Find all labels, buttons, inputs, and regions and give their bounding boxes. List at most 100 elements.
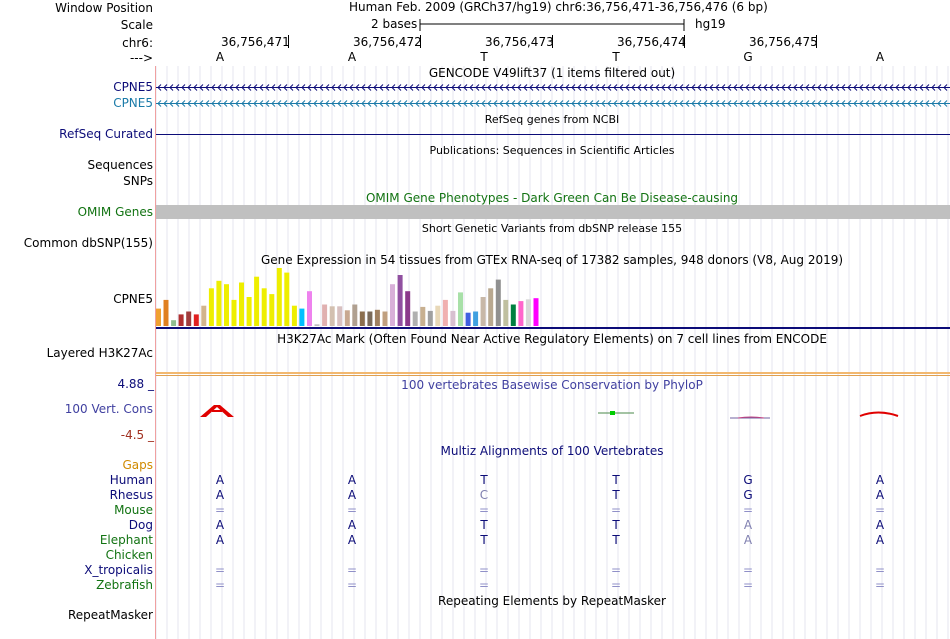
multiz-species-label[interactable]: Rhesus: [109, 488, 153, 502]
scale-bases: 2 bases: [371, 17, 418, 31]
omim-track-label[interactable]: OMIM Genes: [77, 205, 153, 219]
gtex-expression-chart[interactable]: [156, 268, 950, 330]
gencode-gene-features[interactable]: [156, 80, 950, 110]
multiz-base: G: [743, 488, 753, 502]
gtex-tissue-bar[interactable]: [208, 288, 214, 326]
gtex-tissue-bar[interactable]: [291, 305, 297, 326]
gtex-tissue-bar[interactable]: [269, 294, 275, 326]
phylop-track-label[interactable]: 100 Vert. Cons: [64, 402, 153, 416]
gtex-tissue-bar[interactable]: [276, 268, 282, 326]
gtex-tissue-bar[interactable]: [359, 311, 365, 327]
gtex-tissue-bar[interactable]: [518, 301, 524, 326]
gtex-tissue-bar[interactable]: [261, 288, 267, 326]
gtex-tissue-bar[interactable]: [246, 297, 252, 326]
gtex-tissue-bar[interactable]: [420, 306, 426, 326]
gtex-track-label[interactable]: CPNE5: [113, 292, 153, 306]
refseq-track-label[interactable]: RefSeq Curated: [59, 127, 153, 141]
sequence-base: T: [480, 50, 488, 64]
sequence-base: A: [875, 50, 885, 64]
gtex-tissue-bar[interactable]: [171, 320, 177, 326]
sequence-base: G: [743, 50, 753, 64]
snps-label: SNPs: [123, 174, 153, 188]
gtex-tissue-bar[interactable]: [178, 314, 184, 326]
multiz-species-label[interactable]: Elephant: [99, 533, 153, 547]
publications-track-title: Publications: Sequences in Scientific Ar…: [429, 144, 675, 157]
gtex-tissue-bar[interactable]: [299, 308, 305, 326]
multiz-base: A: [215, 488, 225, 502]
gtex-tissue-bar[interactable]: [193, 314, 199, 326]
gtex-tissue-bar[interactable]: [329, 306, 335, 326]
multiz-base: T: [480, 533, 488, 547]
gtex-tissue-bar[interactable]: [405, 291, 411, 326]
gtex-tissue-bar[interactable]: [216, 280, 222, 326]
gtex-tissue-bar[interactable]: [231, 299, 237, 326]
omim-phenotype-bar[interactable]: [156, 205, 950, 219]
gtex-tissue-bar[interactable]: [435, 305, 441, 326]
sequence-base: A: [347, 50, 357, 64]
repeatmasker-track-title: Repeating Elements by RepeatMasker: [438, 594, 666, 608]
gtex-tissue-bar[interactable]: [450, 310, 456, 326]
h3k27ac-track-label[interactable]: Layered H3K27Ac: [46, 346, 153, 360]
multiz-base: A: [875, 488, 885, 502]
gtex-tissue-bar[interactable]: [239, 282, 244, 327]
publications-track-label[interactable]: Sequences: [87, 158, 153, 172]
gencode-item-label[interactable]: CPNE5: [113, 80, 153, 94]
gtex-tissue-bar[interactable]: [503, 299, 509, 326]
refseq-gene-line[interactable]: [156, 134, 950, 135]
multiz-species-label[interactable]: Human: [109, 473, 153, 487]
multiz-species-label[interactable]: Zebrafish: [96, 578, 153, 592]
phylop-min-value: -4.5 _: [120, 428, 154, 442]
multiz-species-label[interactable]: Dog: [128, 518, 153, 532]
multiz-species-label[interactable]: Mouse: [114, 503, 153, 517]
multiz-base: A: [215, 473, 225, 487]
h3k27ac-signal-line: [156, 372, 950, 374]
gtex-tissue-bar[interactable]: [186, 311, 192, 327]
gtex-tissue-bar[interactable]: [525, 299, 531, 326]
phylop-conservation-plot[interactable]: [156, 398, 950, 428]
gtex-tissue-bar[interactable]: [533, 298, 539, 326]
gtex-tissue-bar[interactable]: [510, 304, 516, 327]
gtex-tissue-bar[interactable]: [382, 311, 388, 327]
multiz-base: G: [743, 473, 753, 487]
gtex-tissue-bar[interactable]: [412, 311, 418, 327]
gtex-tissue-bar[interactable]: [314, 324, 320, 326]
phylop-mark-t-point: [610, 411, 615, 415]
ruler-tick: [816, 35, 817, 48]
gtex-tissue-bar[interactable]: [344, 310, 350, 326]
multiz-species-label[interactable]: Chicken: [105, 548, 153, 562]
gtex-tissue-bar[interactable]: [307, 291, 312, 326]
gtex-tissue-bar[interactable]: [397, 275, 403, 326]
gtex-tissue-bar[interactable]: [254, 276, 260, 326]
gtex-tissue-bar[interactable]: [465, 312, 471, 326]
gtex-tissue-bar[interactable]: [390, 284, 395, 326]
gtex-tissue-bar[interactable]: [495, 279, 501, 326]
multiz-base: =: [214, 563, 226, 577]
phylop-track-title: 100 vertebrates Basewise Conservation by…: [401, 378, 703, 392]
gtex-tissue-bar[interactable]: [480, 297, 486, 326]
multiz-species-label[interactable]: X_tropicalis: [84, 563, 153, 577]
gtex-tissue-bar[interactable]: [284, 272, 290, 326]
dbsnp-track-label[interactable]: Common dbSNP(155): [23, 236, 153, 250]
gtex-tissue-bar[interactable]: [374, 309, 380, 326]
scale-assembly: hg19: [695, 17, 726, 31]
gtex-tissue-bar[interactable]: [224, 284, 229, 326]
phylop-peak-a: [200, 405, 234, 417]
gtex-tissue-bar[interactable]: [367, 311, 373, 327]
gtex-tissue-bar[interactable]: [322, 304, 328, 327]
gtex-tissue-bar[interactable]: [458, 292, 463, 326]
gtex-tissue-bar[interactable]: [352, 304, 358, 327]
repeatmasker-track-label[interactable]: RepeatMasker: [67, 608, 153, 622]
gencode-item-label[interactable]: CPNE5: [113, 96, 153, 110]
gtex-tissue-bar[interactable]: [442, 299, 448, 326]
gtex-tissue-bar[interactable]: [488, 288, 494, 326]
gtex-tissue-bar[interactable]: [337, 306, 343, 326]
gtex-tissue-bar[interactable]: [427, 310, 433, 326]
multiz-base: A: [875, 518, 885, 532]
gtex-tissue-bar[interactable]: [201, 305, 207, 326]
strand-label: --->: [129, 51, 153, 65]
ruler-tick: [552, 35, 553, 48]
gtex-tissue-bar[interactable]: [156, 308, 161, 326]
gtex-tissue-bar[interactable]: [473, 311, 479, 327]
gtex-tissue-bar[interactable]: [163, 299, 169, 326]
phylop-mark-g-curve: [737, 416, 765, 419]
